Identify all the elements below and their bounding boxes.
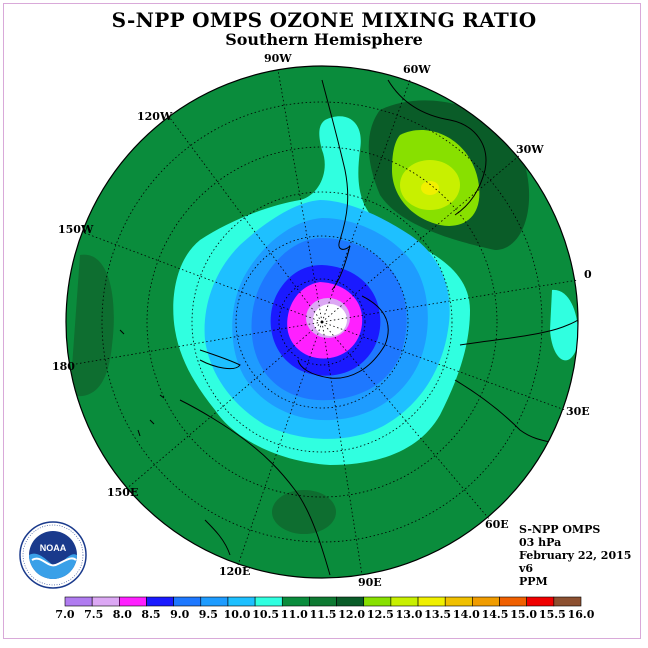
colorbar-tick-label: 8.0 <box>112 608 132 621</box>
colorbar-swatch <box>119 596 147 607</box>
colorbar-swatch <box>254 596 283 607</box>
colorbar-tick-label: 9.5 <box>198 608 218 621</box>
graticule <box>69 69 579 576</box>
colorbar-tick-label: 16.0 <box>567 608 595 621</box>
colorbar-tick-label: 10.0 <box>223 608 251 621</box>
meridian-label-60e: 60E <box>485 518 509 531</box>
meridian-label-0: 0 <box>584 268 592 281</box>
meridian-label-180: 180 <box>52 360 75 373</box>
page-subtitle: Southern Hemisphere <box>225 30 423 49</box>
colorbar-tick-label: 11.0 <box>280 608 308 621</box>
meridian-label-120w: 120W <box>137 110 173 123</box>
colorbar-swatch <box>281 596 310 607</box>
colorbar-tick-label: 13.5 <box>424 608 452 621</box>
colorbar-swatch <box>363 596 392 607</box>
meridian-label-150w: 150W <box>58 223 94 236</box>
instrument-label: S-NPP OMPS <box>519 523 601 536</box>
colorbar-swatch <box>553 596 582 607</box>
colorbar <box>64 596 582 607</box>
page-title: S-NPP OMPS OZONE MIXING RATIO <box>111 8 537 32</box>
meridian-label-120e: 120E <box>219 565 251 578</box>
colorbar-tick-label: 11.5 <box>309 608 337 621</box>
colorbar-tick-label: 12.0 <box>338 608 366 621</box>
colorbar-tick-label: 15.5 <box>538 608 566 621</box>
meridian-label-60w: 60W <box>403 63 431 76</box>
colorbar-swatch <box>173 596 202 607</box>
date-label: February 22, 2015 <box>519 549 632 562</box>
pressure-level: 03 hPa <box>519 536 562 549</box>
colorbar-swatch <box>146 596 174 607</box>
colorbar-tick-label: 10.5 <box>252 608 280 621</box>
colorbar-swatch <box>309 596 337 607</box>
colorbar-tick-label: 15.0 <box>510 608 538 621</box>
colorbar-swatch <box>91 596 120 607</box>
colorbar-swatch <box>390 596 419 607</box>
svg-text:NOAA: NOAA <box>40 543 67 553</box>
colorbar-tick-label: 14.0 <box>452 608 480 621</box>
colorbar-tick-label: 12.5 <box>366 608 394 621</box>
colorbar-tick-label: 9.0 <box>170 608 190 621</box>
colorbar-tick-label: 7.5 <box>84 608 104 621</box>
colorbar-swatch <box>336 596 365 607</box>
meridian-label-150e: 150E <box>107 486 139 499</box>
colorbar-swatch <box>472 596 500 607</box>
colorbar-swatch <box>526 596 555 607</box>
noaa-logo-icon: NOAA <box>19 521 87 589</box>
meridian-label-90w: 90W <box>264 52 292 65</box>
colorbar-tick-label: 14.5 <box>481 608 509 621</box>
colorbar-tick-label: 8.5 <box>141 608 161 621</box>
meridian-label-90e: 90E <box>358 576 382 589</box>
ozone-field <box>66 66 578 578</box>
meridian-label-30e: 30E <box>566 405 590 418</box>
meridian-label-30w: 30W <box>516 143 544 156</box>
colorbar-swatch <box>227 596 256 607</box>
colorbar-swatch <box>417 596 446 607</box>
colorbar-swatch <box>499 596 527 607</box>
map-border <box>65 65 579 579</box>
colorbar-swatch <box>200 596 229 607</box>
version-label: v6 <box>519 562 534 575</box>
plot-frame <box>3 3 641 639</box>
units-label: PPM <box>519 575 548 588</box>
info-block: S-NPP OMPS 03 hPa February 22, 2015 v6 P… <box>519 523 631 588</box>
colorbar-tick-label: 7.0 <box>55 608 75 621</box>
colorbar-swatch <box>444 596 473 607</box>
colorbar-tick-label: 13.0 <box>395 608 423 621</box>
colorbar-swatch <box>64 596 93 607</box>
